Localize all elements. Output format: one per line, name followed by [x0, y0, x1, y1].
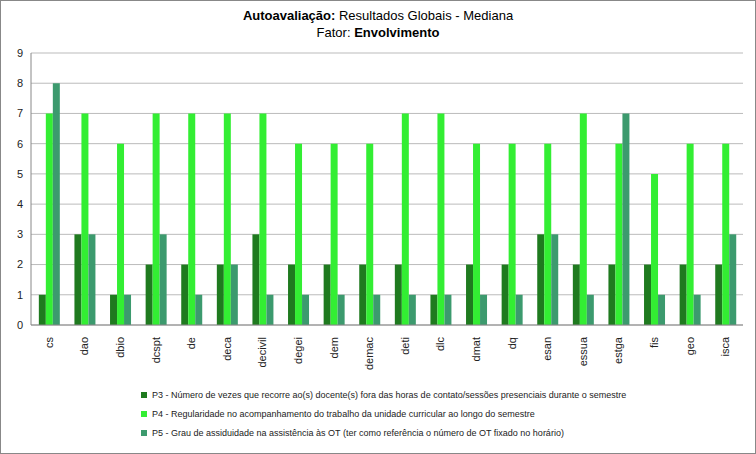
svg-text:dmat: dmat — [470, 337, 482, 361]
html-text:P3 - Número de vezes que recor: P3 - Número de vezes que recorre ao(s) d… — [152, 389, 627, 400]
svg-text:5: 5 — [17, 168, 23, 180]
svg-text:dao: dao — [78, 337, 90, 355]
svg-text:dem: dem — [328, 337, 340, 358]
svg-text:2: 2 — [17, 258, 23, 270]
svg-text:fis: fis — [648, 337, 660, 349]
svg-text:8: 8 — [17, 77, 23, 89]
svg-text:4: 4 — [17, 198, 23, 210]
svg-text:esan: esan — [541, 337, 553, 361]
svg-text:isca: isca — [719, 336, 731, 356]
svg-text:essua: essua — [577, 336, 589, 366]
svg-text:deti: deti — [399, 337, 411, 355]
svg-text:dlc: dlc — [434, 337, 446, 352]
svg-text:dq: dq — [506, 337, 518, 349]
svg-text:1: 1 — [17, 289, 23, 301]
svg-text:dbio: dbio — [114, 337, 126, 358]
svg-text:7: 7 — [17, 107, 23, 119]
svg-text:9: 9 — [17, 47, 23, 59]
svg-text:cs: cs — [43, 337, 55, 349]
svg-text:3: 3 — [17, 228, 23, 240]
html-text:P5 - Grau de assiduidade na as: P5 - Grau de assiduidade na assistência … — [152, 427, 564, 438]
svg-text:demac: demac — [363, 337, 375, 371]
svg-text:dcspt: dcspt — [150, 337, 162, 363]
html-text:Fator: Envolvimento: Fator: Envolvimento — [316, 25, 440, 40]
svg-text:geo: geo — [684, 337, 696, 355]
svg-text:de: de — [185, 337, 197, 349]
svg-text:decivil: decivil — [256, 337, 268, 368]
svg-text:0: 0 — [17, 319, 23, 331]
html-text:Autoavaliação: Resultados Glob: Autoavaliação: Resultados Globais - Medi… — [242, 8, 514, 23]
svg-text:6: 6 — [17, 138, 23, 150]
svg-text:degei: degei — [292, 337, 304, 364]
svg-text:estga: estga — [612, 336, 624, 364]
html-text:P4 - Regularidade no acompanha: P4 - Regularidade no acompanhamento do t… — [152, 408, 535, 419]
svg-text:deca: deca — [221, 336, 233, 361]
